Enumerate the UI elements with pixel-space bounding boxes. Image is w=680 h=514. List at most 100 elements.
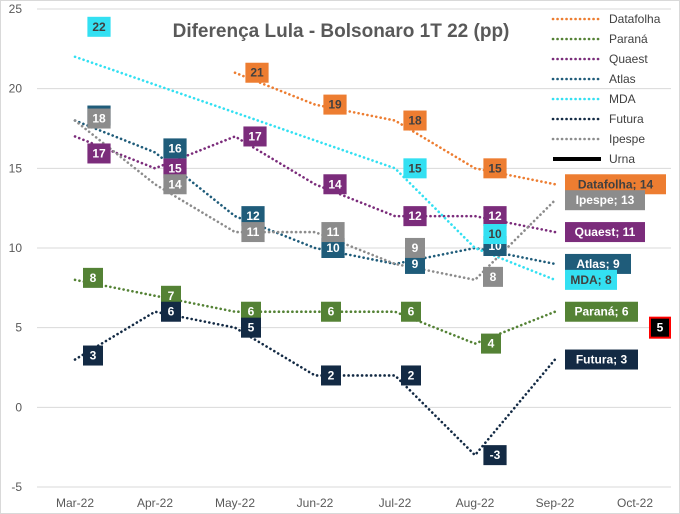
end-label-quaest: Quaest; 11 bbox=[565, 222, 645, 243]
data-label-text: 8 bbox=[490, 270, 497, 284]
data-label-box bbox=[483, 445, 507, 466]
data-label-box bbox=[243, 126, 267, 147]
data-label-datafolha-4: 18 bbox=[403, 110, 427, 131]
data-label-text: 14 bbox=[168, 177, 182, 191]
data-label-box bbox=[163, 138, 187, 159]
data-label-ipespe-3: 11 bbox=[321, 222, 345, 243]
data-label-text: 12 bbox=[408, 209, 422, 223]
data-label-futura-2: 5 bbox=[241, 317, 261, 338]
series-line-mda bbox=[73, 55, 557, 282]
data-label-text: 14 bbox=[328, 177, 342, 191]
data-label-parana-1: 7 bbox=[161, 285, 181, 306]
data-label-quaest-4: 12 bbox=[403, 206, 427, 227]
data-label-atlas-4: 9 bbox=[405, 253, 425, 274]
legend-item-parana: Paraná bbox=[551, 32, 648, 46]
data-label-text: 16 bbox=[168, 141, 182, 155]
data-label-box bbox=[83, 267, 103, 288]
data-label-box bbox=[323, 94, 347, 115]
data-label-futura-5: -3 bbox=[483, 445, 507, 466]
data-label-text: 5 bbox=[657, 321, 664, 335]
end-label-text: Ipespe; 13 bbox=[576, 193, 635, 207]
data-label-box bbox=[163, 158, 187, 179]
data-label-box bbox=[161, 285, 181, 306]
data-label-urna-7: 5 bbox=[649, 316, 671, 339]
data-label-box bbox=[323, 174, 347, 195]
end-label-mda: MDA; 8 bbox=[565, 269, 617, 290]
data-label-text: 6 bbox=[408, 305, 415, 319]
x-tick-label: Mar-22 bbox=[56, 496, 94, 510]
data-label-box bbox=[87, 108, 111, 129]
data-label-box bbox=[483, 266, 503, 287]
end-label-box bbox=[565, 222, 645, 243]
data-label-futura-0: 3 bbox=[83, 345, 103, 366]
end-label-text: Paraná; 6 bbox=[574, 305, 628, 319]
data-label-box bbox=[241, 317, 261, 338]
data-label-box bbox=[649, 316, 671, 339]
data-label-box bbox=[83, 345, 103, 366]
end-label-text: Datafolha; 14 bbox=[578, 177, 654, 191]
data-label-text: 2 bbox=[408, 368, 415, 382]
data-label-text: 15 bbox=[408, 161, 422, 175]
x-tick-label: Sep-22 bbox=[536, 496, 575, 510]
data-label-quaest-3: 14 bbox=[323, 174, 347, 195]
data-label-text: 18 bbox=[408, 114, 422, 128]
data-label-box bbox=[401, 301, 421, 322]
data-label-text: 12 bbox=[488, 209, 502, 223]
legend-item-atlas: Atlas bbox=[551, 72, 636, 86]
x-tick-label: Jul-22 bbox=[379, 496, 412, 510]
data-label-text: 18 bbox=[92, 112, 106, 126]
data-label-ipespe-1: 14 bbox=[163, 174, 187, 195]
data-label-text: 6 bbox=[248, 305, 255, 319]
data-label-ipespe-2: 11 bbox=[241, 222, 265, 243]
data-label-box bbox=[401, 365, 421, 386]
data-label-text: 11 bbox=[247, 225, 260, 239]
data-label-ipespe-0: 18 bbox=[87, 108, 111, 129]
end-label-box bbox=[565, 253, 631, 274]
data-label-futura-3: 2 bbox=[321, 365, 341, 386]
end-label-parana: Paraná; 6 bbox=[565, 301, 638, 322]
y-tick-label: 5 bbox=[15, 321, 22, 335]
data-label-datafolha-5: 15 bbox=[483, 158, 507, 179]
data-label-ipespe-5: 8 bbox=[483, 266, 503, 287]
end-label-text: Atlas; 9 bbox=[576, 257, 620, 271]
y-tick-label: 10 bbox=[9, 241, 23, 255]
data-label-box bbox=[403, 110, 427, 131]
data-label-box bbox=[241, 301, 261, 322]
data-label-atlas-1: 16 bbox=[163, 138, 187, 159]
data-label-mda-5: 10 bbox=[483, 224, 507, 244]
data-label-text: 15 bbox=[168, 161, 182, 175]
y-tick-label: 0 bbox=[15, 400, 22, 414]
data-label-quaest-2: 17 bbox=[243, 126, 267, 147]
data-label-text: 9 bbox=[412, 241, 419, 255]
series-line-atlas bbox=[73, 119, 557, 266]
data-label-box bbox=[87, 16, 111, 37]
data-label-text: 7 bbox=[168, 289, 175, 303]
end-label-futura: Futura; 3 bbox=[565, 349, 638, 370]
data-label-box bbox=[403, 206, 427, 227]
end-label-text: Futura; 3 bbox=[576, 353, 628, 367]
end-label-box bbox=[565, 269, 617, 290]
data-label-text: 12 bbox=[246, 209, 260, 223]
data-label-parana-4: 6 bbox=[401, 301, 421, 322]
data-label-box bbox=[245, 62, 269, 83]
data-label-text: 4 bbox=[488, 337, 495, 351]
series-line-quaest bbox=[73, 135, 557, 234]
legend-item-urna: Urna bbox=[553, 152, 635, 166]
data-label-atlas-3: 10 bbox=[321, 238, 345, 258]
data-label-parana-2: 6 bbox=[241, 301, 261, 322]
data-label-ipespe-4: 9 bbox=[405, 237, 425, 258]
legend-item-ipespe: Ipespe bbox=[551, 132, 645, 146]
data-label-box bbox=[405, 253, 425, 274]
legend-label: Urna bbox=[609, 152, 635, 166]
legend: Datafolha Paraná Quaest Atlas MDA Futura Ipesp… bbox=[551, 12, 661, 166]
data-label-text: 22 bbox=[92, 20, 106, 34]
data-label-box bbox=[87, 143, 111, 164]
y-tick-label: -5 bbox=[11, 480, 22, 494]
data-label-text: 10 bbox=[326, 241, 340, 255]
data-label-box bbox=[241, 222, 265, 243]
x-tick-label: Jun-22 bbox=[297, 496, 334, 510]
